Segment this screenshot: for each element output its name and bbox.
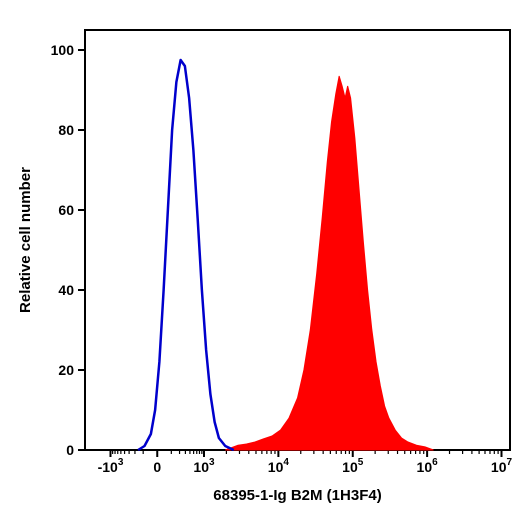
y-tick-label: 40 [58, 282, 74, 298]
y-tick-label: 60 [58, 202, 74, 218]
chart-svg: 020406080100-1030103104105106107Relative… [0, 0, 531, 529]
y-tick-label: 100 [51, 42, 75, 58]
flow-cytometry-histogram: 020406080100-1030103104105106107Relative… [0, 0, 531, 529]
x-axis-label: 68395-1-Ig B2M (1H3F4) [213, 487, 381, 504]
y-tick-label: 0 [66, 442, 74, 458]
x-tick-label: 0 [153, 459, 161, 475]
y-tick-label: 80 [58, 122, 74, 138]
y-tick-label: 20 [58, 362, 74, 378]
y-axis-label: Relative cell number [17, 167, 34, 313]
